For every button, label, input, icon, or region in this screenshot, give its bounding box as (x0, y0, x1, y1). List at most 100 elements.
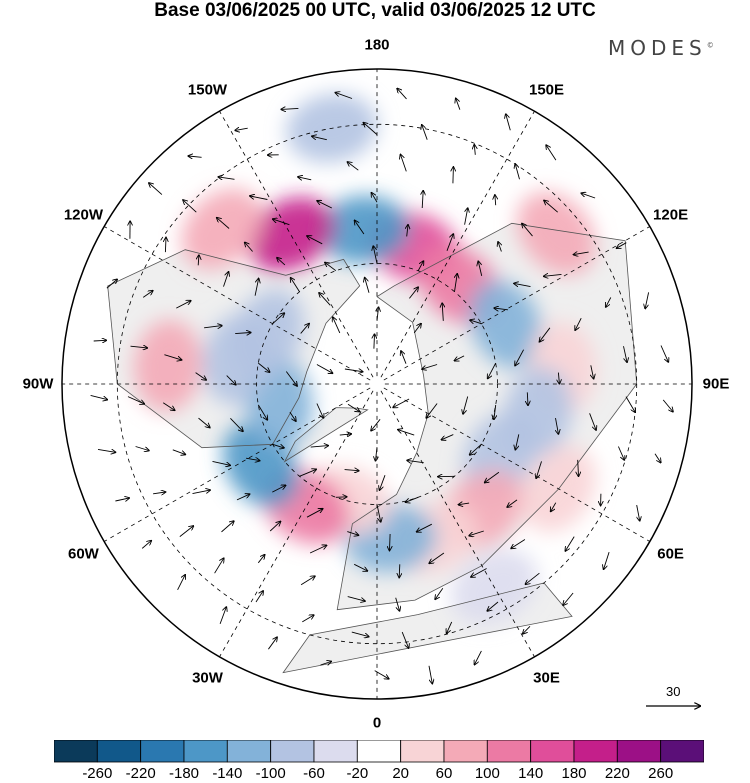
wind-arrow (398, 430, 415, 436)
wind-arrow (255, 591, 263, 603)
colorbar-tick-label: 100 (474, 765, 500, 782)
wind-arrow (475, 650, 482, 665)
colorbar-swatch (486, 740, 531, 763)
wind-arrow (165, 238, 166, 253)
longitude-label: 150E (528, 81, 565, 99)
wind-arrow (589, 413, 596, 430)
wind-arrow (226, 375, 236, 385)
wind-arrow (172, 449, 186, 455)
wind-arrow (422, 191, 423, 209)
longitude-label: 120E (653, 206, 689, 223)
wind-arrow (413, 324, 421, 334)
wind-arrow (320, 662, 332, 666)
longitude-label: 180 (364, 36, 390, 54)
wind-arrow (115, 498, 129, 501)
wind-arrow (258, 362, 269, 372)
wind-arrow (142, 291, 153, 298)
wind-arrow (204, 326, 222, 328)
wind-arrow (376, 504, 381, 522)
wind-arrow (463, 396, 469, 414)
wind-arrow (250, 196, 268, 200)
wind-arrow (470, 443, 482, 455)
wind-arrow (372, 193, 378, 203)
wind-arrow (464, 208, 468, 225)
wind-arrow (494, 308, 508, 310)
wind-arrow (515, 349, 524, 366)
colorbar-tick-label: -220 (125, 765, 156, 782)
wind-arrow (399, 564, 400, 577)
wind-arrow (90, 394, 108, 399)
wind-arrow (273, 219, 290, 226)
wind-arrow (289, 411, 296, 421)
wind-arrow (470, 320, 482, 325)
wind-arrow (459, 503, 470, 505)
colorbar-tick-label: -100 (255, 765, 286, 782)
wind-arrow (645, 292, 650, 308)
wind-arrow (498, 242, 501, 252)
wind-arrow (257, 404, 267, 420)
wind-arrow (254, 279, 259, 296)
colorbar-tick-label: 140 (518, 765, 544, 782)
wind-arrow (236, 494, 250, 501)
wind-arrow (397, 89, 407, 100)
colorbar-swatch (313, 740, 358, 763)
colorbar-tick-label: -180 (168, 765, 200, 782)
wind-arrow (217, 218, 230, 229)
wind-arrow (371, 419, 381, 430)
map-title: Base 03/06/2025 00 UTC, valid 03/06/2025… (154, 0, 596, 21)
wind-arrow (401, 351, 407, 364)
wind-arrow (300, 324, 309, 334)
meridian-line (219, 111, 374, 378)
wind-arrow (637, 505, 640, 521)
parallel-circle (116, 123, 638, 645)
wind-arrow (310, 446, 329, 448)
wind-arrow (135, 446, 149, 451)
wind-arrow (536, 461, 542, 478)
wind-arrow (654, 453, 661, 463)
wind-arrow (188, 156, 202, 157)
wind-arrow (316, 403, 324, 418)
wind-arrow (390, 533, 391, 550)
wind-arrow (511, 539, 526, 549)
wind-arrow (257, 555, 264, 564)
wind-arrow (309, 545, 326, 554)
wind-arrow (426, 403, 438, 418)
longitude-label: 0 (372, 714, 382, 732)
longitude-label: 150W (187, 81, 228, 99)
wind-arrow (494, 404, 496, 419)
meridian-line (104, 387, 371, 542)
wind-arrow (435, 587, 444, 599)
wind-arrow (153, 492, 165, 494)
wind-arrow (291, 278, 300, 292)
wind-arrow (214, 558, 224, 574)
wind-arrow (245, 243, 253, 252)
anomaly-cell (231, 289, 305, 378)
wind-arrow (235, 333, 251, 334)
wind-arrow (380, 475, 386, 490)
wind-arrow (268, 637, 277, 650)
wind-arrow (348, 162, 359, 171)
wind-arrow (325, 263, 337, 272)
wind-arrow (141, 541, 151, 549)
colorbar-swatch (530, 740, 575, 763)
wind-arrow (617, 242, 627, 249)
land-area (284, 407, 368, 462)
longitude-label: 30E (533, 669, 560, 687)
colorbar-tick-label: -20 (346, 765, 369, 782)
wind-arrow (347, 531, 358, 536)
wind-arrow (446, 234, 453, 251)
wind-arrow (558, 372, 559, 384)
wind-arrow (455, 355, 465, 361)
colorbar-swatch (96, 740, 141, 763)
wind-arrow (447, 621, 453, 633)
wind-arrow (347, 403, 359, 411)
wind-arrow (223, 272, 229, 287)
wind-arrow (269, 522, 280, 532)
anomaly-cell (317, 195, 410, 264)
coastline (282, 582, 573, 674)
colorbar-swatch (616, 740, 661, 763)
wind-arrow (106, 279, 117, 289)
wind-arrow (604, 551, 610, 569)
longitude-label: 90W (22, 375, 54, 393)
wind-arrow (578, 459, 579, 476)
